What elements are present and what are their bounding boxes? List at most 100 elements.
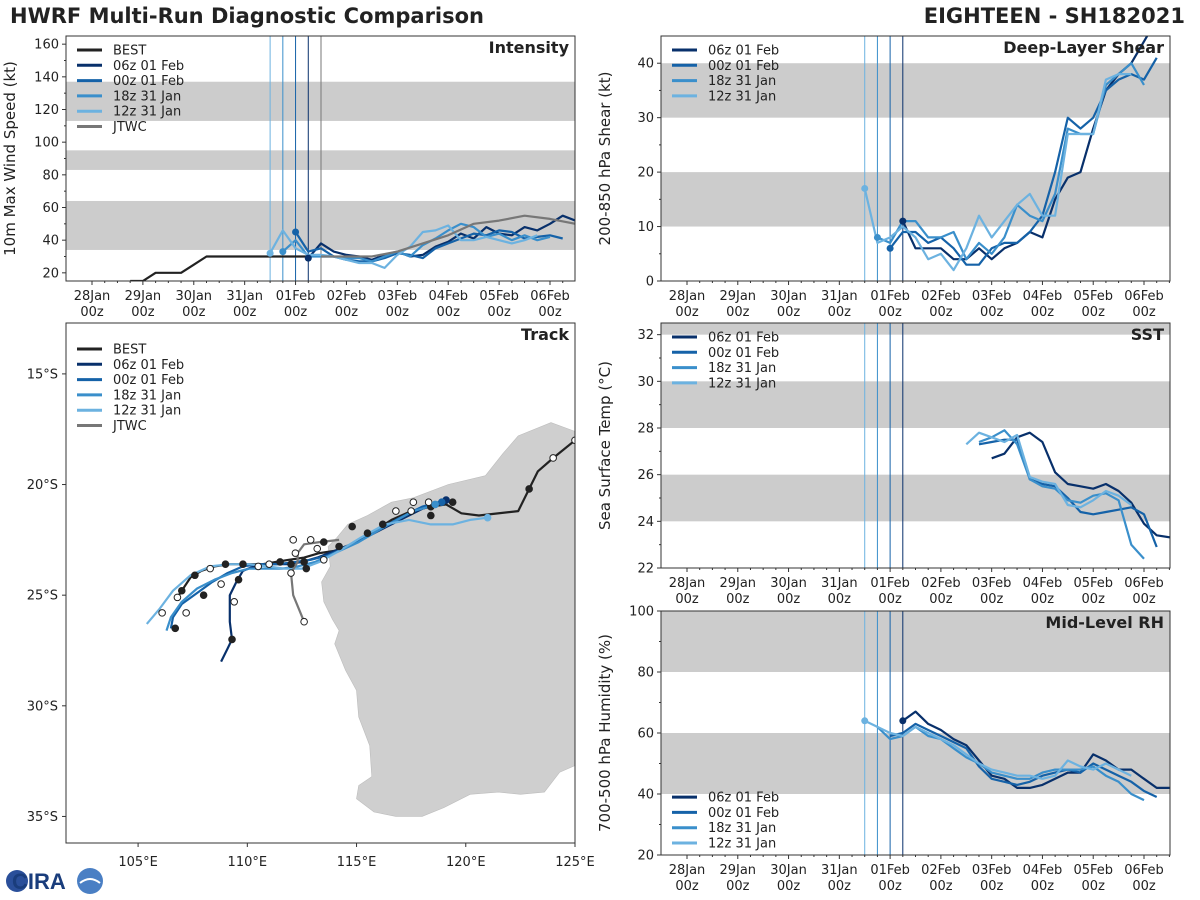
track-point-best [217,580,225,588]
shear-title: Deep-Layer Shear [1003,38,1164,57]
intensity-legend-label: 12z 31 Jan [113,105,181,120]
rh-ytick-label: 80 [637,666,654,681]
sst-xtick-sublabel: 00z [777,592,801,607]
track-point-best [171,624,180,633]
track-point-best [348,522,356,531]
shear-xtick-sublabel: 00z [980,305,1004,320]
shear-marker-run_18z [873,233,881,241]
rh-xtick-sublabel: 00z [980,879,1004,894]
track-point-best [276,558,284,566]
track-point-best [300,558,308,566]
track-legend-label: BEST [113,343,146,358]
rh-xtick-label: 01Feb [870,863,910,878]
track-point-best [191,571,199,580]
rh-series-run_00z [889,722,1158,798]
intensity-panel: 2040608010012014016028Jan00z29Jan00z30Ja… [1,35,576,320]
track-point-best [302,564,311,573]
track-lon-label: 120°E [446,855,486,870]
shear-xtick-sublabel: 00z [726,305,750,320]
logo-text: CIRA [12,869,66,894]
shear-xtick-label: 31Jan [821,289,858,304]
intensity-ytick-label: 120 [34,103,59,118]
rh-band [661,611,1170,672]
intensity-xtick-sublabel: 00z [182,305,206,320]
track-point-best [319,555,328,564]
sst-xtick-sublabel: 00z [1132,592,1156,607]
track-point-best [427,511,435,520]
shear-series-run_00z [889,57,1158,266]
track-point-best [173,593,182,602]
shear-xtick-sublabel: 00z [878,305,902,320]
intensity-xtick-label: 05Feb [479,289,519,304]
track-series-jtwc [289,538,340,623]
shear-ylabel: 200-850 hPa Shear (kt) [596,72,614,246]
track-point-best [448,498,457,507]
rh-xtick-label: 02Feb [921,863,961,878]
shear-ytick-label: 30 [637,111,654,126]
rh-xtick-sublabel: 00z [1082,879,1106,894]
shear-legend-label: 06z 01 Feb [708,44,779,59]
shear-xtick-label: 03Feb [972,289,1012,304]
intensity-legend-label: 06z 01 Feb [113,59,184,74]
intensity-xtick-sublabel: 00z [284,305,308,320]
track-legend-label: 06z 01 Feb [113,358,184,373]
rh-xtick-label: 29Jan [719,863,756,878]
shear-xtick-sublabel: 00z [929,305,953,320]
rh-legend-label: 12z 31 Jan [708,837,776,852]
sst-xtick-label: 04Feb [1023,576,1063,591]
track-point-best [300,617,308,626]
sst-ytick-label: 30 [637,375,654,390]
shear-xtick-label: 05Feb [1073,289,1113,304]
rh-series-run_06z [902,710,1170,790]
track-point-best [319,538,328,546]
sst-xtick-sublabel: 00z [1031,592,1055,607]
intensity-xtick-label: 04Feb [428,289,468,304]
rh-xtick-sublabel: 00z [777,879,801,894]
track-map-area [145,422,575,843]
shear-xtick-label: 28Jan [669,289,706,304]
intensity-legend-label: BEST [113,44,146,59]
intensity-ytick-label: 20 [42,266,59,281]
sst-xtick-label: 29Jan [719,576,756,591]
intensity-xtick-sublabel: 00z [335,305,359,320]
seal-arc [79,878,101,884]
track-legend-label: 18z 31 Jan [113,388,181,403]
track-legend-label: 12z 31 Jan [113,404,181,419]
shear-xtick-sublabel: 00z [1132,305,1156,320]
sst-ytick-label: 26 [637,468,654,483]
intensity-ytick-label: 100 [34,136,59,151]
track-point-best [199,591,208,599]
track-point-best [571,436,575,445]
rh-xtick-label: 06Feb [1124,863,1164,878]
intensity-legend-label: 18z 31 Jan [113,89,181,104]
rh-xtick-label: 28Jan [669,863,706,878]
satellite-seal-icon [77,868,103,894]
track-legend-label: 00z 01 Feb [113,373,184,388]
intensity-marker-run_18z [279,248,287,256]
track-panel: 15°S 20°S 25°S 30°S 35°S 105°E 110°E 115°E 120°E… [27,322,595,870]
intensity-xtick-label: 01Feb [276,289,316,304]
shear-series-run_12z [863,72,1132,272]
rh-ytick-label: 100 [629,605,654,620]
intensity-plot-area [66,36,575,281]
rh-legend-label: 06z 01 Feb [708,791,779,806]
intensity-legend-label: JTWC [112,120,147,135]
intensity-xtick-sublabel: 00z [437,305,461,320]
sst-ylabel: Sea Surface Temp (°C) [596,361,614,530]
intensity-ytick-label: 140 [34,70,59,85]
sst-xtick-sublabel: 00z [929,592,953,607]
rh-xtick-label: 04Feb [1023,863,1063,878]
sst-band [661,323,1170,335]
track-lat-label: 15°S [27,367,58,382]
globe-icon [6,870,28,892]
rh-panel: 2040608010028Jan00z29Jan00z30Jan00z31Jan… [596,605,1171,894]
sst-xtick-sublabel: 00z [980,592,1004,607]
sst-xtick-sublabel: 00z [726,592,750,607]
sst-band [661,381,1170,428]
track-lat-label: 20°S [27,478,58,493]
shear-legend-label: 18z 31 Jan [708,74,776,89]
track-lon-label: 110°E [228,855,268,870]
track-point-best [254,562,263,571]
track-series-run_12z [145,516,488,625]
sst-panel: 22242628303228Jan00z29Jan00z30Jan00z31Ja… [596,322,1171,607]
